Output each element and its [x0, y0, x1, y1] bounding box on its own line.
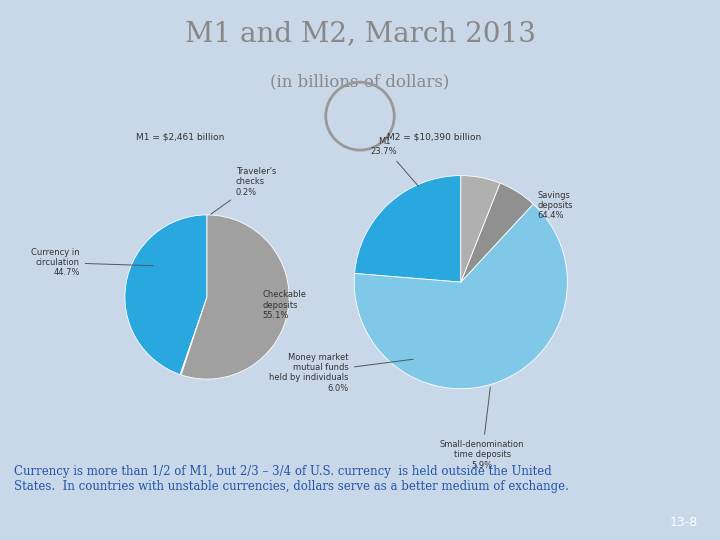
Wedge shape — [461, 176, 500, 282]
Text: Money market
mutual funds
held by individuals
6.0%: Money market mutual funds held by indivi… — [269, 353, 413, 393]
Wedge shape — [181, 215, 289, 379]
Wedge shape — [354, 204, 567, 389]
Text: Currency in
circulation
44.7%: Currency in circulation 44.7% — [31, 248, 153, 278]
Text: Savings
deposits
64.4%: Savings deposits 64.4% — [538, 191, 573, 220]
Text: Small-denomination
time deposits
5.9%: Small-denomination time deposits 5.9% — [440, 387, 524, 470]
Wedge shape — [354, 176, 461, 282]
Text: M1 = $2,461 billion: M1 = $2,461 billion — [136, 132, 225, 141]
Ellipse shape — [336, 92, 384, 140]
Text: Checkable
deposits
55.1%: Checkable deposits 55.1% — [263, 291, 307, 320]
Wedge shape — [461, 183, 534, 282]
Text: 13-8: 13-8 — [670, 516, 698, 529]
Wedge shape — [125, 215, 207, 375]
Text: Currency is more than 1/2 of M1, but 2/3 – 3/4 of U.S. currency  is held outside: Currency is more than 1/2 of M1, but 2/3… — [14, 465, 570, 494]
Text: Traveler's
checks
0.2%: Traveler's checks 0.2% — [211, 167, 276, 214]
Text: (in billions of dollars): (in billions of dollars) — [270, 73, 450, 90]
Text: M1
23.7%: M1 23.7% — [371, 137, 418, 186]
Wedge shape — [180, 297, 207, 375]
Text: M1 and M2, March 2013: M1 and M2, March 2013 — [184, 21, 536, 48]
Text: M2 = $10,390 billion: M2 = $10,390 billion — [387, 132, 481, 141]
